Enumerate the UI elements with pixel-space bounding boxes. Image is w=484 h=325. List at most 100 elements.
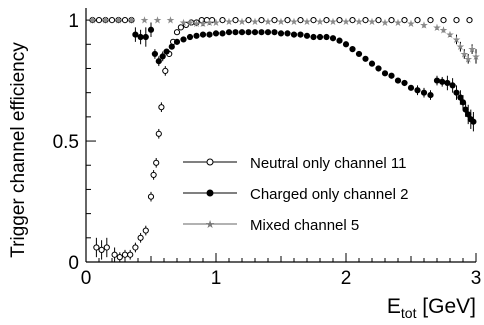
data-point: ★ (329, 17, 338, 28)
data-point (147, 193, 155, 200)
data-point (103, 244, 110, 251)
legend-label-mixed: Mixed channel 5 (250, 217, 359, 234)
x-tick-label: 3 (471, 268, 482, 289)
data-point (316, 33, 324, 41)
data-point (158, 104, 165, 111)
data-point (199, 31, 207, 38)
y-tick-label: 0 (68, 253, 79, 274)
data-point: ★ (446, 30, 455, 41)
data-point (284, 16, 291, 24)
data-point (180, 36, 187, 43)
data-point (462, 106, 469, 113)
data-point (336, 37, 343, 44)
data-point (153, 159, 160, 166)
data-point (93, 244, 100, 251)
legend-marker-neutral (206, 158, 214, 166)
data-point (121, 16, 129, 24)
series-0 (89, 16, 473, 262)
data-point: ★ (355, 17, 364, 28)
data-point: ★ (199, 19, 208, 30)
data-point (323, 16, 330, 24)
data-point: ★ (456, 42, 465, 53)
data-point (457, 94, 464, 101)
data-point (173, 29, 181, 36)
data-point (193, 32, 200, 39)
data-point: ★ (205, 18, 214, 29)
data-point (470, 118, 477, 125)
ticks-group: 0 1 2 3 0 0.5 1 (53, 11, 482, 289)
data-point: ★ (368, 17, 377, 28)
data-point: ★ (290, 17, 299, 28)
series-1 (132, 22, 477, 132)
x-axis-label-main: E (387, 295, 401, 318)
data-point (232, 16, 239, 24)
data-point (271, 16, 278, 24)
data-point: ★ (464, 54, 473, 65)
x-axis-label: Etot [GeV] (387, 295, 476, 321)
data-point (162, 67, 169, 74)
data-point (142, 227, 149, 234)
data-point: ★ (225, 17, 234, 28)
data-point (388, 16, 395, 24)
data-point: ★ (316, 17, 325, 28)
data-point (381, 70, 389, 77)
series-2: ★ ★ ★ ★ ★ ★ ★ ★★★★★★ ★ ★ ★ ★ ★ ★ ★ ★ ★ ★ ★ ★ ★ ★ ★ ★ ★★★★★★★★★ (88, 16, 481, 66)
data-point (225, 29, 233, 36)
data-point: ★ (186, 18, 195, 29)
data-point (414, 87, 421, 94)
data-point (290, 31, 298, 38)
legend-marker-charged (206, 189, 214, 197)
data-point: ★ (420, 20, 429, 31)
legend-entry-charged: Charged only channel 2 (183, 186, 408, 203)
data-point (349, 46, 356, 53)
data-point (116, 254, 123, 261)
data-point: ★ (433, 23, 442, 34)
data-point (368, 60, 376, 67)
data-point (238, 29, 246, 36)
data-point (111, 251, 118, 258)
data-point: ★ (251, 17, 260, 28)
data-point (329, 35, 337, 42)
data-point (128, 16, 135, 24)
data-point (132, 244, 139, 251)
data-point (342, 41, 350, 48)
data-point: ★ (179, 18, 188, 29)
data-point (132, 31, 139, 38)
data-point (168, 43, 175, 50)
data-point: ★ (140, 16, 149, 27)
data-point (336, 16, 343, 24)
data-point (310, 16, 317, 24)
data-point (355, 50, 363, 58)
data-point: ★ (264, 17, 273, 28)
data-point (258, 29, 265, 36)
data-point (407, 84, 415, 91)
data-point (232, 29, 239, 36)
data-point: ★ (394, 18, 403, 29)
data-point (95, 16, 103, 24)
data-point (323, 33, 330, 41)
data-point (89, 16, 96, 24)
data-point (427, 91, 434, 99)
data-point: ★ (342, 17, 351, 28)
data-point (147, 26, 155, 33)
data-point (388, 72, 395, 79)
data-point (310, 33, 317, 41)
data-point (245, 29, 252, 36)
legend-entry-mixed: ★ Mixed channel 5 (183, 217, 359, 234)
data-point (150, 171, 157, 179)
data-point (102, 16, 109, 24)
data-point: ★ (439, 25, 448, 36)
data-point (137, 234, 144, 241)
data-point (375, 65, 382, 72)
data-point (453, 16, 460, 24)
data-point (219, 30, 226, 37)
data-point (251, 29, 259, 36)
data-point (277, 30, 285, 37)
y-axis-label: Trigger channel efficiency (8, 42, 29, 258)
data-point (284, 30, 291, 37)
data-point (155, 130, 162, 137)
data-point (151, 50, 158, 58)
data-point (297, 16, 304, 24)
data-point (439, 78, 446, 85)
